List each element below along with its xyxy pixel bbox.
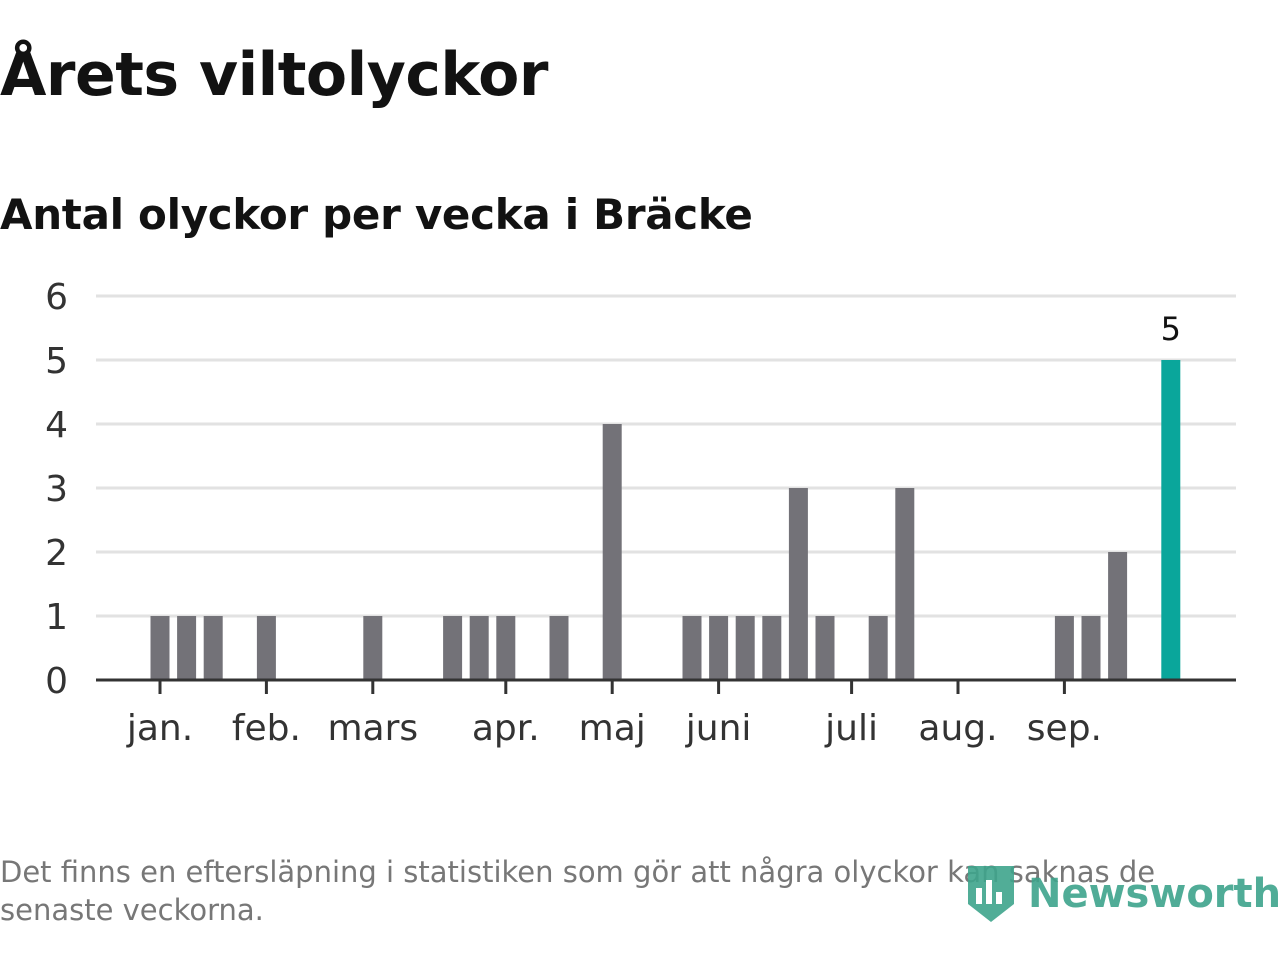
bar (709, 616, 729, 680)
bar (735, 616, 755, 680)
x-tick-label: mars (327, 708, 418, 749)
bar (1108, 552, 1128, 680)
bar (177, 616, 197, 680)
bar (788, 488, 808, 680)
grid-lines (96, 294, 1236, 618)
y-tick-label: 5 (45, 341, 68, 382)
bar (256, 616, 276, 680)
bar (549, 616, 569, 680)
bar (762, 616, 782, 680)
x-tick-label: sep. (1027, 708, 1102, 749)
x-tick-label: aug. (918, 708, 997, 749)
bar (150, 616, 170, 680)
bar (895, 488, 915, 680)
bar (682, 616, 702, 680)
bar (868, 616, 888, 680)
bar (363, 616, 383, 680)
bar (443, 616, 463, 680)
bar-chart: 0 1 2 3 4 5 6 jan. feb. mars apr. maj juni juli aug. s… (45, 277, 1236, 749)
bar (496, 616, 516, 680)
x-tick-label: apr. (472, 708, 540, 749)
x-tick-label: feb. (232, 708, 301, 749)
y-tick-label: 1 (45, 597, 68, 638)
bar (1081, 616, 1101, 680)
x-tick-label: juli (824, 708, 878, 749)
brand-name: Newsworthy (1028, 871, 1280, 917)
brand-logo: Newsworthy (964, 862, 1280, 926)
bar (469, 616, 489, 680)
chart-title: Årets viltolyckor (0, 40, 549, 110)
y-tick-label: 4 (45, 405, 68, 446)
chart-subtitle: Antal olyckor per vecka i Bräcke (0, 190, 753, 239)
newsworthy-logo-icon (968, 866, 1014, 922)
bar (203, 616, 223, 680)
y-tick-label: 3 (45, 469, 68, 510)
footnote: Det finns en eftersläpning i statistiken… (0, 855, 1156, 927)
y-tick-label: 6 (45, 277, 68, 318)
x-tick-label: jan. (126, 708, 193, 749)
bars (150, 360, 1181, 680)
y-tick-label: 0 (45, 661, 68, 702)
x-axis: jan. feb. mars apr. maj juni juli aug. sep. (96, 678, 1236, 749)
y-axis-tick-labels: 0 1 2 3 4 5 6 (45, 277, 68, 702)
data-label: 5 (1161, 310, 1181, 348)
data-labels: 5 (1161, 310, 1181, 348)
bar-highlight (1161, 360, 1181, 680)
x-tick-label: juni (685, 708, 752, 749)
bar (1054, 616, 1074, 680)
bar (815, 616, 835, 680)
y-tick-label: 2 (45, 533, 68, 574)
bar (602, 424, 622, 680)
x-tick-label: maj (579, 708, 646, 749)
